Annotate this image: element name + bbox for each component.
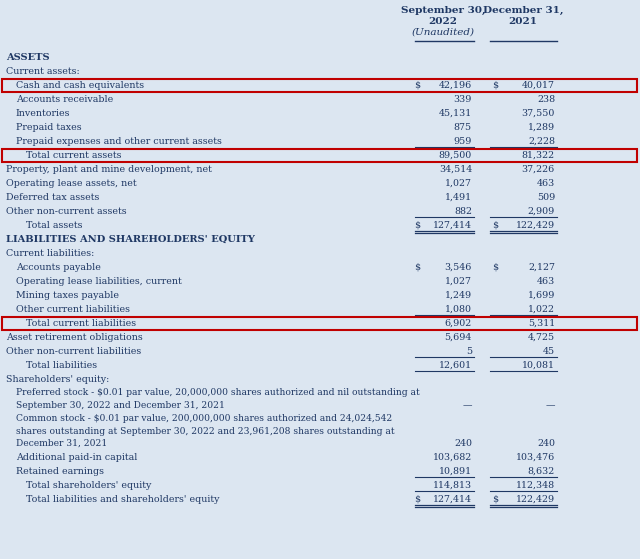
Text: Cash and cash equivalents: Cash and cash equivalents	[16, 80, 144, 89]
Text: 1,022: 1,022	[528, 305, 555, 314]
Text: 1,699: 1,699	[527, 291, 555, 300]
Text: Total current assets: Total current assets	[26, 150, 122, 159]
Text: Property, plant and mine development, net: Property, plant and mine development, ne…	[6, 164, 212, 173]
Text: shares outstanding at September 30, 2022 and 23,961,208 shares outstanding at: shares outstanding at September 30, 2022…	[16, 427, 395, 435]
Text: 238: 238	[537, 94, 555, 103]
Text: 5,694: 5,694	[445, 333, 472, 342]
Text: Current assets:: Current assets:	[6, 67, 80, 75]
Text: 127,414: 127,414	[433, 495, 472, 504]
Text: —: —	[463, 401, 472, 410]
Text: 5,311: 5,311	[528, 319, 555, 328]
Text: 81,322: 81,322	[522, 150, 555, 159]
Text: 1,491: 1,491	[445, 192, 472, 201]
Text: September 30,: September 30,	[401, 6, 485, 15]
Text: Prepaid expenses and other current assets: Prepaid expenses and other current asset…	[16, 136, 222, 145]
Text: 2,228: 2,228	[528, 136, 555, 145]
Text: $: $	[492, 220, 498, 230]
Text: 1,080: 1,080	[445, 305, 472, 314]
Text: Other current liabilities: Other current liabilities	[16, 305, 130, 314]
Text: 37,226: 37,226	[522, 164, 555, 173]
Text: 875: 875	[454, 122, 472, 131]
Text: Current liabilities:: Current liabilities:	[6, 249, 94, 258]
Text: 1,289: 1,289	[528, 122, 555, 131]
Text: December 31,: December 31,	[483, 6, 563, 15]
Text: Preferred stock - $0.01 par value, 20,000,000 shares authorized and nil outstand: Preferred stock - $0.01 par value, 20,00…	[16, 388, 420, 397]
Text: 12,601: 12,601	[439, 361, 472, 369]
Text: 1,027: 1,027	[445, 178, 472, 187]
Bar	[2, 316, 637, 329]
Text: 463: 463	[537, 178, 555, 187]
Text: LIABILITIES AND SHAREHOLDERS' EQUITY: LIABILITIES AND SHAREHOLDERS' EQUITY	[6, 234, 255, 244]
Text: 37,550: 37,550	[522, 108, 555, 117]
Text: Total liabilities and shareholders' equity: Total liabilities and shareholders' equi…	[26, 495, 220, 504]
Text: 5: 5	[466, 347, 472, 356]
Text: 42,196: 42,196	[439, 80, 472, 89]
Text: $: $	[492, 263, 498, 272]
Text: Accounts receivable: Accounts receivable	[16, 94, 113, 103]
Text: Asset retirement obligations: Asset retirement obligations	[6, 333, 143, 342]
Text: Accounts payable: Accounts payable	[16, 263, 101, 272]
Text: Operating lease liabilities, current: Operating lease liabilities, current	[16, 277, 182, 286]
Text: Deferred tax assets: Deferred tax assets	[6, 192, 99, 201]
Text: 34,514: 34,514	[439, 164, 472, 173]
Text: 40,017: 40,017	[522, 80, 555, 89]
Text: (Unaudited): (Unaudited)	[412, 28, 474, 37]
Text: Common stock - $0.01 par value, 200,000,000 shares authorized and 24,024,542: Common stock - $0.01 par value, 200,000,…	[16, 414, 392, 423]
Text: Other non-current assets: Other non-current assets	[6, 206, 127, 216]
Text: Additional paid-in capital: Additional paid-in capital	[16, 452, 138, 462]
Text: ASSETS: ASSETS	[6, 53, 50, 61]
Text: 103,682: 103,682	[433, 452, 472, 462]
Text: Retained earnings: Retained earnings	[16, 467, 104, 476]
Text: 122,429: 122,429	[516, 220, 555, 230]
Text: $: $	[414, 263, 420, 272]
Text: 1,027: 1,027	[445, 277, 472, 286]
Text: 6,902: 6,902	[445, 319, 472, 328]
Text: 4,725: 4,725	[528, 333, 555, 342]
Text: 127,414: 127,414	[433, 220, 472, 230]
Text: 882: 882	[454, 206, 472, 216]
Text: 122,429: 122,429	[516, 495, 555, 504]
Text: September 30, 2022 and December 31, 2021: September 30, 2022 and December 31, 2021	[16, 401, 225, 410]
Text: $: $	[492, 495, 498, 504]
Text: Total shareholders' equity: Total shareholders' equity	[26, 481, 152, 490]
Text: 339: 339	[454, 94, 472, 103]
Text: 8,632: 8,632	[528, 467, 555, 476]
Text: 3,546: 3,546	[445, 263, 472, 272]
Text: 10,891: 10,891	[439, 467, 472, 476]
Text: Shareholders' equity:: Shareholders' equity:	[6, 375, 109, 383]
Bar	[2, 78, 637, 92]
Text: 2,127: 2,127	[528, 263, 555, 272]
Text: Total liabilities: Total liabilities	[26, 361, 97, 369]
Text: 1,249: 1,249	[445, 291, 472, 300]
Text: 45: 45	[543, 347, 555, 356]
Text: Other non-current liabilities: Other non-current liabilities	[6, 347, 141, 356]
Text: Total current liabilities: Total current liabilities	[26, 319, 136, 328]
Text: 240: 240	[454, 439, 472, 448]
Text: 45,131: 45,131	[439, 108, 472, 117]
Text: 103,476: 103,476	[516, 452, 555, 462]
Text: Total assets: Total assets	[26, 220, 83, 230]
Bar	[2, 149, 637, 162]
Text: $: $	[492, 80, 498, 89]
Text: 2022: 2022	[429, 17, 458, 26]
Text: 240: 240	[537, 439, 555, 448]
Text: 10,081: 10,081	[522, 361, 555, 369]
Text: 2,909: 2,909	[528, 206, 555, 216]
Text: Inventories: Inventories	[16, 108, 70, 117]
Text: Mining taxes payable: Mining taxes payable	[16, 291, 119, 300]
Text: $: $	[414, 220, 420, 230]
Text: 509: 509	[537, 192, 555, 201]
Text: 112,348: 112,348	[516, 481, 555, 490]
Text: Operating lease assets, net: Operating lease assets, net	[6, 178, 136, 187]
Text: —: —	[545, 401, 555, 410]
Text: December 31, 2021: December 31, 2021	[16, 439, 108, 448]
Text: 89,500: 89,500	[439, 150, 472, 159]
Text: 114,813: 114,813	[433, 481, 472, 490]
Text: $: $	[414, 80, 420, 89]
Text: 2021: 2021	[509, 17, 538, 26]
Text: $: $	[414, 495, 420, 504]
Text: 959: 959	[454, 136, 472, 145]
Text: 463: 463	[537, 277, 555, 286]
Text: Prepaid taxes: Prepaid taxes	[16, 122, 82, 131]
